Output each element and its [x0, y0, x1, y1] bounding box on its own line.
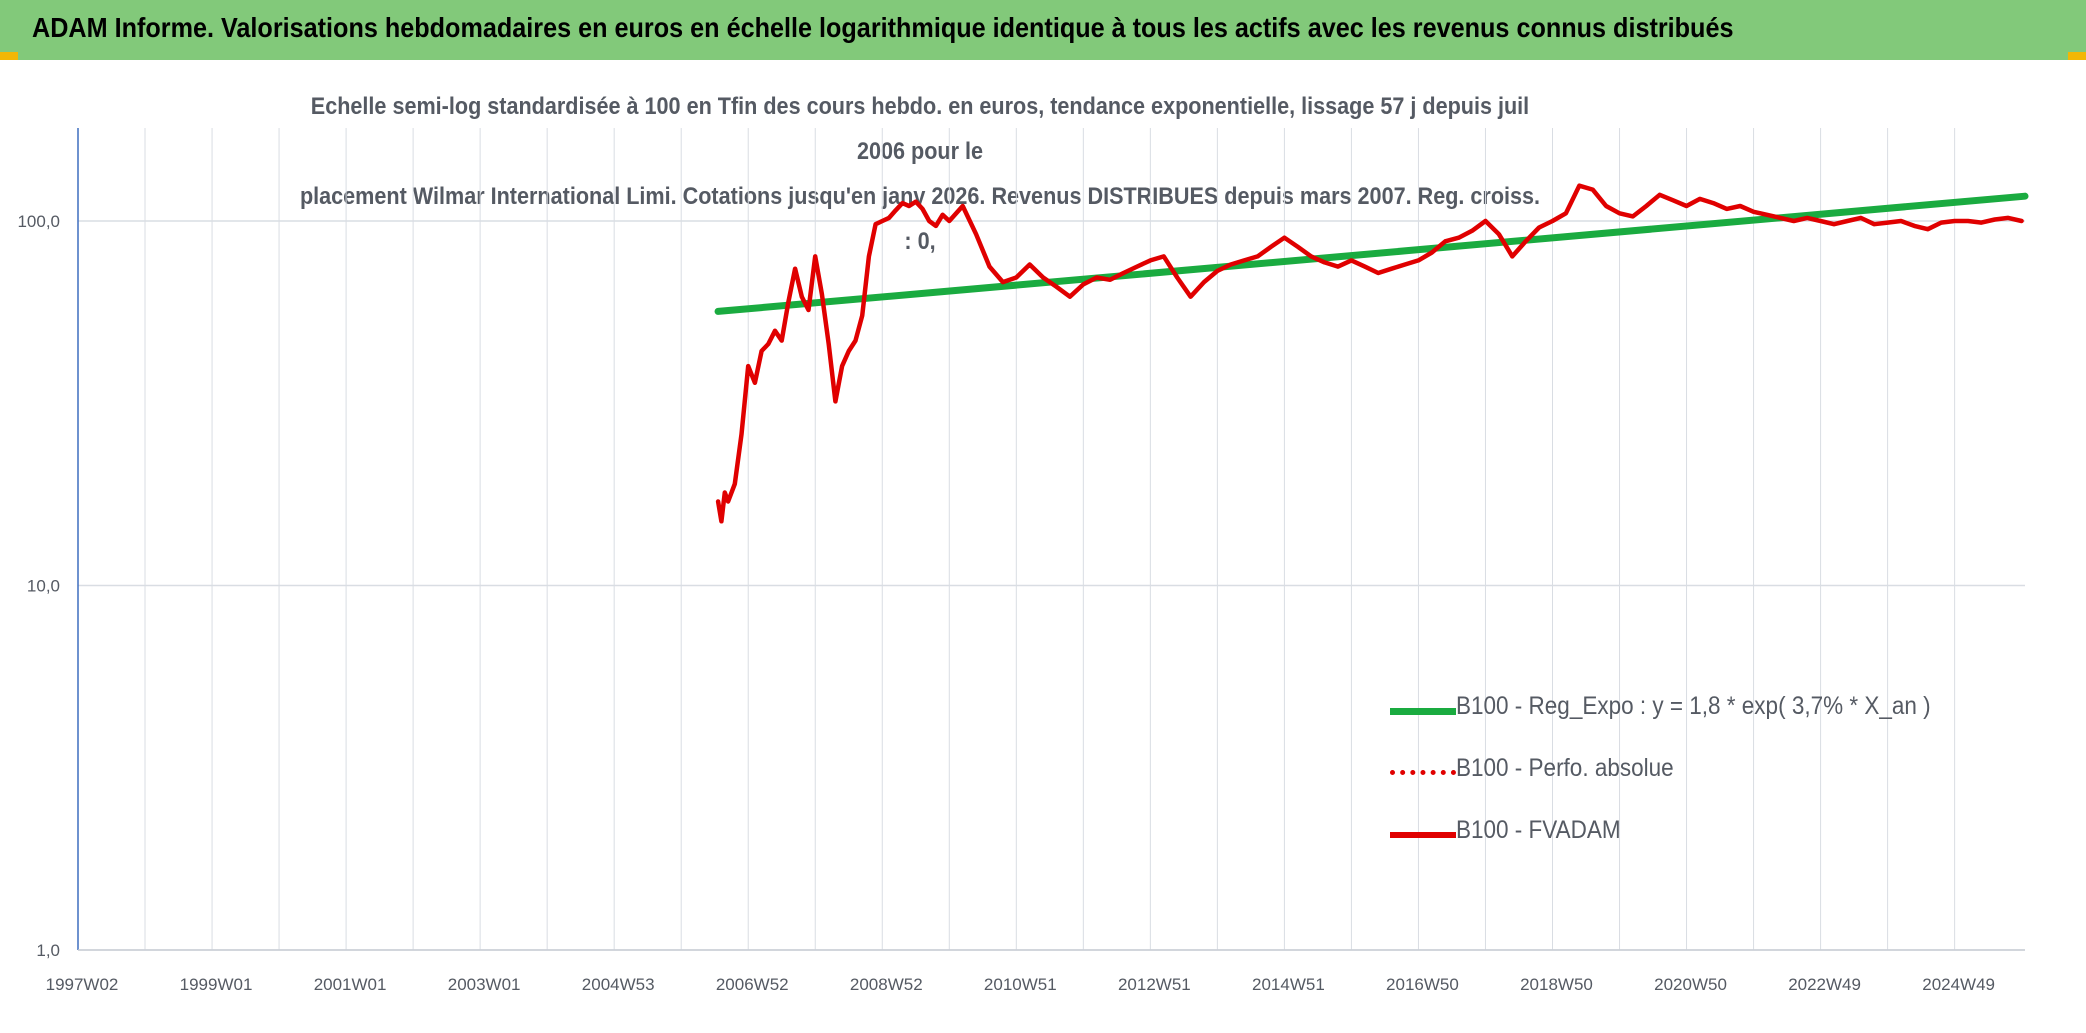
legend-swatch-regression — [1390, 708, 1456, 715]
legend-item-perf: B100 - Perfo. absolue — [1390, 744, 1990, 806]
y-tick-label: 10,0 — [27, 577, 60, 596]
chart-title: Echelle semi-log standardisée à 100 en T… — [299, 84, 1541, 264]
chart-title-line1: Echelle semi-log standardisée à 100 en T… — [310, 93, 1530, 165]
y-tick-label: 100,0 — [17, 212, 60, 231]
x-tick-label: 2014W51 — [1252, 975, 1325, 994]
x-tick-label: 1997W02 — [46, 975, 119, 994]
x-tick-label: 2020W50 — [1654, 975, 1727, 994]
series-regression-line — [714, 192, 2029, 315]
series-fvadam-line — [715, 183, 2024, 524]
series-layer — [714, 183, 2029, 524]
header-title: ADAM Informe. Valorisations hebdomadaire… — [32, 12, 1734, 43]
x-tick-label: 2018W50 — [1520, 975, 1593, 994]
corner-marker-right — [2068, 52, 2086, 60]
corner-marker-left — [0, 52, 18, 60]
legend-label-fvadam: B100 - FVADAM — [1456, 816, 1621, 844]
x-tick-label: 1999W01 — [180, 975, 253, 994]
legend-swatch-perf — [1390, 770, 1456, 775]
legend-item-regression: B100 - Reg_Expo : y = 1,8 * exp( 3,7% * … — [1390, 682, 1990, 744]
x-tick-label: 2012W51 — [1118, 975, 1191, 994]
legend-swatch-fvadam — [1390, 832, 1456, 838]
x-tick-label: 2022W49 — [1788, 975, 1861, 994]
x-tick-label: 2001W01 — [314, 975, 387, 994]
tick-labels: 100,0 10,0 1,0 1997W02 1999W01 2001W01 2003W01… — [17, 212, 1995, 994]
legend: B100 - Reg_Expo : y = 1,8 * exp( 3,7% * … — [1390, 682, 1990, 868]
legend-label-perf: B100 - Perfo. absolue — [1456, 754, 1674, 782]
legend-item-fvadam: B100 - FVADAM — [1390, 806, 1990, 868]
x-tick-label: 2010W51 — [984, 975, 1057, 994]
axis-layer — [77, 128, 2025, 951]
x-tick-label: 2016W50 — [1386, 975, 1459, 994]
x-tick-label: 2008W52 — [850, 975, 923, 994]
x-tick-label: 2003W01 — [448, 975, 521, 994]
x-tick-label: 2006W52 — [716, 975, 789, 994]
legend-label-regression: B100 - Reg_Expo : y = 1,8 * exp( 3,7% * … — [1456, 692, 1931, 720]
x-tick-label: 2004W53 — [582, 975, 655, 994]
y-tick-label: 1,0 — [36, 941, 60, 960]
header-bar: ADAM Informe. Valorisations hebdomadaire… — [0, 0, 2086, 60]
x-tick-label: 2024W49 — [1922, 975, 1995, 994]
